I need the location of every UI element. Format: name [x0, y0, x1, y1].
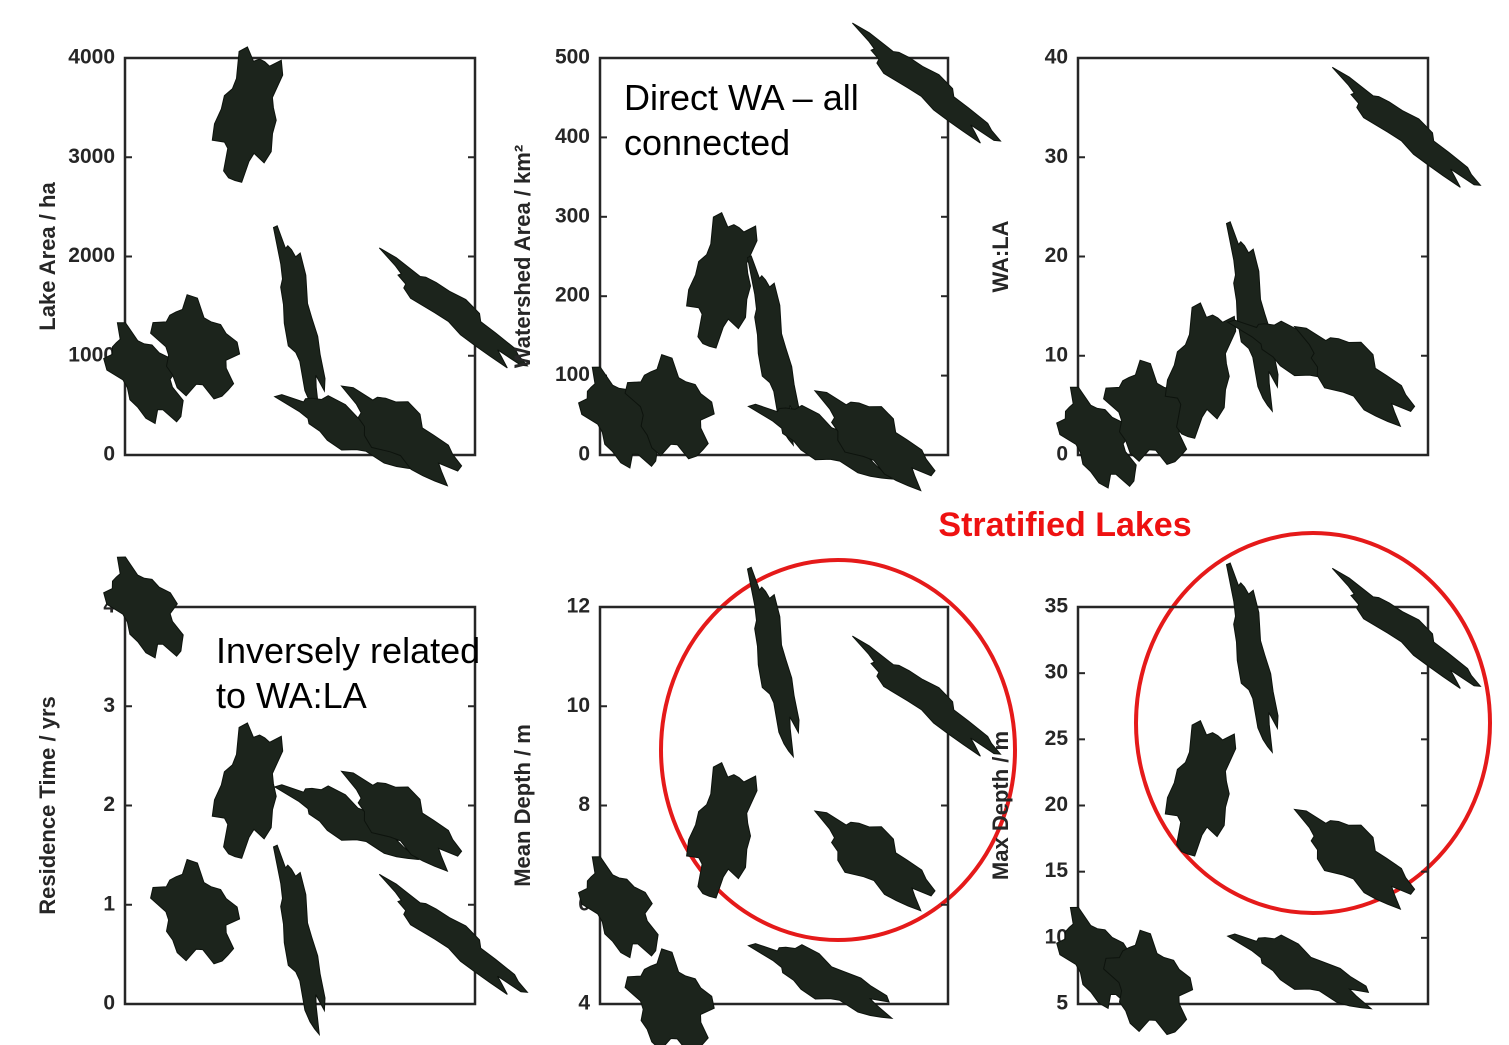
lake-marker [103, 322, 184, 425]
y-tick-label: 20 [1045, 244, 1068, 267]
y-tick-label: 0 [103, 443, 115, 466]
lake-marker [150, 858, 241, 965]
lake-marker [686, 762, 758, 899]
y-tick-label: 5 [1056, 992, 1068, 1015]
y-tick-label: 10 [567, 694, 590, 717]
lake-marker [340, 770, 463, 872]
lake-marker [150, 294, 241, 400]
y-tick-label: 0 [578, 443, 590, 466]
lake-marker [103, 556, 184, 659]
y-axis-label: WA:LA [988, 220, 1013, 292]
y-tick-label: 4 [578, 992, 590, 1015]
highlight-circle [1134, 531, 1492, 915]
plot-frame [598, 56, 950, 457]
y-axis-label: Max Depth / m [988, 731, 1013, 880]
lake-marker [1164, 302, 1237, 439]
y-tick-label: 2 [103, 793, 115, 816]
lake-marker [747, 943, 894, 1019]
lake-marker [852, 22, 1002, 144]
y-tick-label: 15 [1045, 859, 1069, 882]
lake-marker [746, 255, 800, 447]
lake-marker [1103, 929, 1194, 1036]
lake-marker [340, 385, 463, 487]
lake-marker [578, 856, 659, 959]
y-tick-label: 40 [1045, 46, 1068, 69]
y-tick-label: 3 [103, 694, 115, 717]
lake-marker [746, 566, 800, 759]
y-axis-label: Lake Area / ha [35, 182, 60, 331]
lake-marker [1164, 720, 1237, 857]
lake-marker [1293, 808, 1416, 910]
lake-marker [378, 247, 529, 369]
stratified-label: Stratified Lakes [938, 506, 1191, 544]
y-tick-label: 25 [1045, 727, 1069, 750]
lake-marker [1225, 562, 1279, 754]
lake-marker [1331, 66, 1482, 188]
y-tick-label: 4000 [68, 46, 115, 69]
highlight-circle [659, 558, 1017, 942]
y-tick-label: 1000 [68, 343, 115, 366]
annotation: Inversely related to WA:LA [216, 630, 480, 716]
lake-marker [813, 390, 936, 492]
y-tick-label: 0 [103, 992, 115, 1015]
lake-marker [852, 635, 1002, 757]
lake-marker [211, 46, 284, 183]
lake-marker [272, 844, 326, 1037]
y-tick-label: 12 [567, 595, 590, 618]
lake-marker [624, 948, 715, 1045]
y-tick-label: 400 [555, 125, 590, 148]
lake-marker [686, 212, 758, 349]
y-tick-label: 30 [1045, 145, 1068, 168]
y-tick-label: 10 [1045, 343, 1068, 366]
lake-marker [211, 722, 284, 859]
lake-marker [1056, 386, 1137, 489]
y-tick-label: 500 [555, 46, 590, 69]
y-axis-label: Mean Depth / m [510, 724, 535, 887]
y-tick-label: 0 [1056, 443, 1068, 466]
y-tick-label: 35 [1045, 595, 1069, 618]
y-tick-label: 8 [578, 793, 590, 816]
lake-marker [272, 225, 326, 417]
y-axis-label: Watershed Area / km² [510, 145, 535, 368]
y-tick-label: 200 [555, 284, 590, 307]
y-axis-label: Residence Time / yrs [35, 696, 60, 915]
y-tick-label: 2000 [68, 244, 115, 267]
y-tick-label: 20 [1045, 793, 1068, 816]
annotation: Direct WA – all connected [624, 77, 859, 163]
lake-marker [624, 353, 715, 460]
y-tick-label: 300 [555, 204, 590, 227]
y-tick-label: 30 [1045, 661, 1068, 684]
lake-marker [1226, 933, 1373, 1010]
y-tick-label: 100 [555, 363, 590, 386]
lake-marker [813, 810, 936, 912]
lake-marker [1293, 325, 1416, 428]
y-tick-label: 1 [103, 892, 115, 915]
lake-marker [1331, 567, 1482, 689]
lake-marker [378, 873, 529, 995]
y-tick-label: 3000 [68, 145, 115, 168]
